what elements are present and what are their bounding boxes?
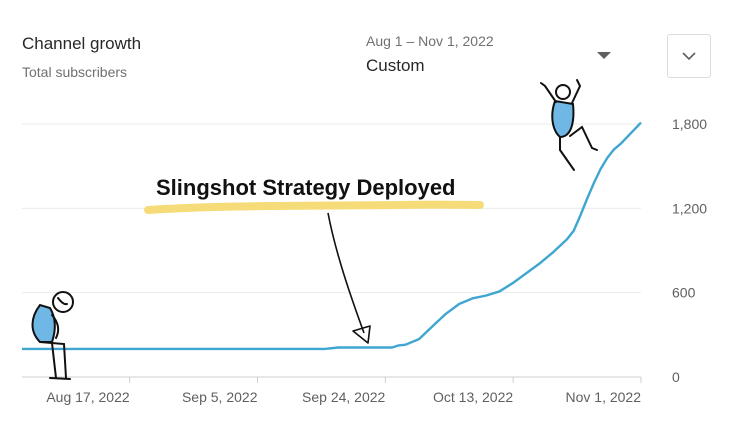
x-tick-label: Aug 17, 2022 xyxy=(46,389,130,405)
x-tick-label: Nov 1, 2022 xyxy=(566,389,642,405)
annotation-highlight xyxy=(144,200,484,214)
x-tick-label: Sep 24, 2022 xyxy=(302,389,386,405)
y-tick-label: 0 xyxy=(672,369,680,385)
y-axis: 0 600 1,200 1,800 xyxy=(672,116,707,385)
chevron-down-icon xyxy=(682,52,696,61)
gridlines xyxy=(22,123,641,378)
x-tick-label: Sep 5, 2022 xyxy=(182,389,258,405)
annotation-text: Slingshot Strategy Deployed xyxy=(156,175,456,200)
chart-title: Channel growth xyxy=(22,34,142,53)
chart-subtitle: Total subscribers xyxy=(22,64,128,80)
expand-button[interactable] xyxy=(667,34,711,78)
caret-down-icon[interactable] xyxy=(597,52,611,59)
date-range-select[interactable]: Custom xyxy=(366,56,425,75)
y-tick-label: 600 xyxy=(672,285,696,301)
y-tick-label: 1,200 xyxy=(672,200,707,216)
date-range-label: Aug 1 – Nov 1, 2022 xyxy=(366,33,494,49)
annotation-arrow xyxy=(327,212,365,334)
arrow-head-icon xyxy=(352,325,371,344)
series-line xyxy=(22,121,642,351)
y-tick-label: 1,800 xyxy=(672,116,707,132)
x-tick-label: Oct 13, 2022 xyxy=(433,389,513,405)
x-axis: Aug 17, 2022 Sep 5, 2022 Sep 24, 2022 Oct 1… xyxy=(46,377,642,405)
sitting-figure-icon xyxy=(31,291,74,380)
cheering-figure-icon xyxy=(540,79,598,171)
